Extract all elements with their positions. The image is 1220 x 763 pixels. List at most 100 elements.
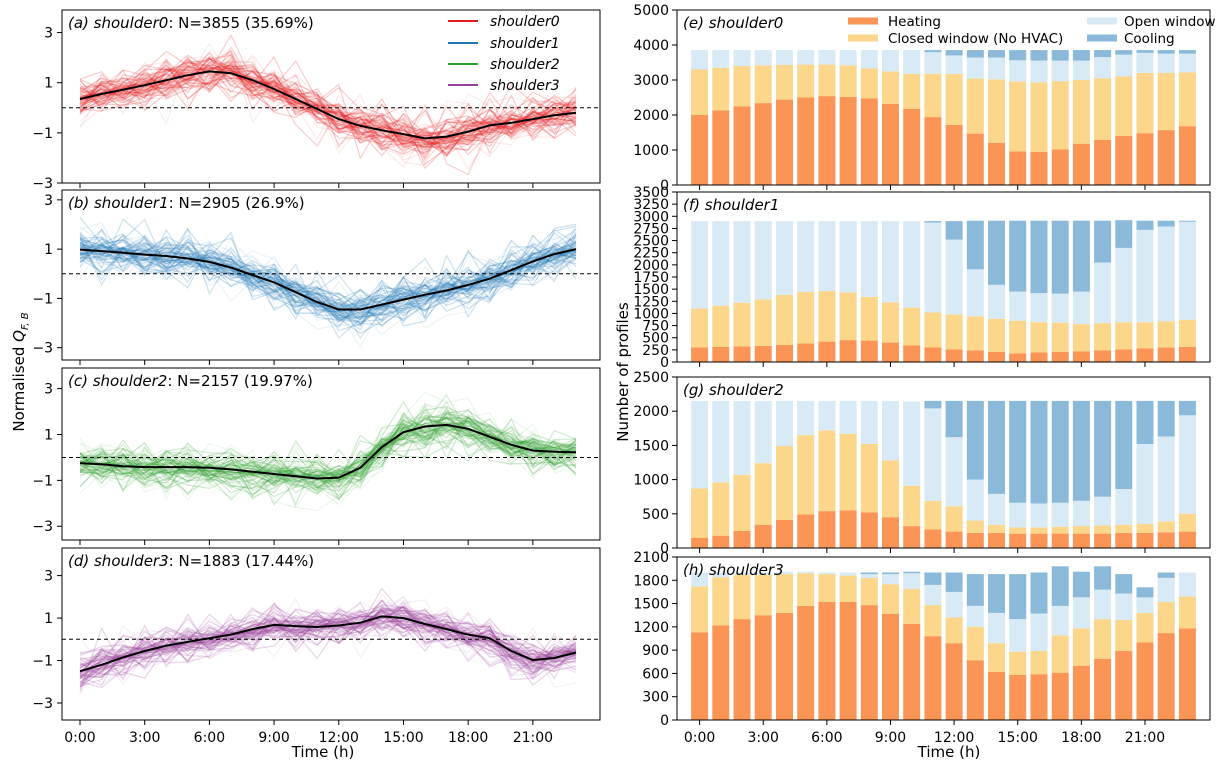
profile-trace (79, 237, 577, 319)
bar-segment-heating (1051, 533, 1069, 548)
bar-segment-closed-window-no-hvac (733, 302, 751, 347)
bar-segment-closed-window-no-hvac (691, 586, 709, 633)
line-panel-b: −3 −1 1 3 (b) shoulder1: N=2905 (26.9%) (32, 189, 601, 365)
profile-trace (79, 609, 577, 686)
bar-segment-open-window (1136, 229, 1154, 323)
bar-segment-open-window (691, 50, 709, 70)
bar-segment-closed-window-no-hvac (1051, 526, 1069, 534)
bar-segment-closed-window-no-hvac (1136, 524, 1154, 533)
profile-trace (79, 409, 577, 509)
bar-segment-closed-window-no-hvac (818, 291, 836, 342)
panel-frame (61, 367, 601, 541)
profile-trace (79, 74, 577, 161)
bar-segment-closed-window-no-hvac (1178, 72, 1196, 127)
bar-segment-open-window (776, 400, 793, 446)
bar-segment-open-window (945, 437, 963, 507)
profile-trace (79, 65, 577, 143)
bar-segment-heating (1115, 349, 1133, 362)
bar-segment-cooling (924, 221, 942, 223)
bar-segment-heating (818, 341, 836, 362)
bar-segment-closed-window-no-hvac (988, 318, 1005, 352)
bar-segment-heating (712, 110, 730, 185)
bar-segment-heating (860, 340, 878, 362)
bar-segment-heating (754, 615, 772, 720)
profile-trace (79, 223, 577, 327)
bar-segment-heating (1030, 674, 1048, 720)
profile-trace (79, 609, 577, 671)
right-y-axis-label: Number of profiles (614, 302, 632, 442)
bar-segment-open-window (1072, 291, 1090, 325)
profile-trace (79, 236, 577, 315)
bar-segment-heating (882, 517, 899, 548)
bar-segment-cooling (924, 400, 942, 409)
bar-segment-open-window (818, 400, 836, 431)
x-tick-label: 21:00 (513, 730, 553, 746)
bar-segment-open-window (776, 50, 793, 65)
profile-trace (79, 67, 577, 146)
bar-segment-open-window (966, 479, 984, 521)
profile-trace (79, 70, 577, 148)
bar-segment-heating (754, 103, 772, 185)
profile-trace (79, 611, 577, 672)
bar-segment-cooling (1072, 220, 1090, 292)
profile-trace (79, 606, 577, 692)
y-tick-label: 0 (660, 178, 669, 194)
bar-segment-open-window (818, 50, 836, 65)
profile-trace (79, 416, 577, 498)
bar-segment-closed-window-no-hvac (1030, 82, 1048, 152)
profile-trace (79, 71, 577, 145)
bar-segment-closed-window-no-hvac (1136, 73, 1154, 134)
bar-segment-closed-window-no-hvac (776, 446, 793, 520)
panel-title-label: (b) shoulder1 (68, 194, 169, 212)
bar-segment-open-window (1157, 226, 1175, 322)
y-tick-label: 3 (44, 193, 53, 209)
profile-trace (79, 422, 577, 489)
profile-trace (79, 68, 577, 145)
bar-segment-heating (776, 520, 793, 548)
profile-trace (79, 613, 577, 675)
y-tick-label: 1500 (633, 597, 669, 613)
bar-segment-open-window (839, 572, 857, 576)
profile-trace (79, 608, 577, 679)
profile-trace (79, 391, 577, 506)
bar-segment-open-window (882, 221, 899, 303)
bar-segment-open-window (839, 50, 857, 66)
bar-segment-closed-window-no-hvac (839, 65, 857, 97)
panel-title-a: (a) shoulder0: N=3855 (35.69%) (68, 14, 314, 32)
bar-segment-open-window (988, 494, 1005, 525)
bar-segment-closed-window-no-hvac (882, 302, 899, 343)
profile-trace (79, 64, 577, 151)
profile-trace (79, 60, 577, 159)
y-tick-label: 5000 (633, 3, 669, 19)
profile-trace (79, 239, 577, 321)
bar-segment-open-window (924, 222, 942, 313)
bar-segment-open-window (1178, 53, 1196, 73)
bar-segment-open-window (1030, 293, 1048, 323)
y-tick-label: 2000 (633, 404, 669, 420)
y-tick-label: 2000 (633, 108, 669, 124)
y-tick-label: 3250 (633, 197, 669, 213)
bar-segment-cooling (945, 572, 963, 592)
bar-segment-open-window (1009, 619, 1027, 652)
bar-segment-closed-window-no-hvac (860, 444, 878, 513)
y-tick-label: 4000 (633, 38, 669, 54)
bar-segment-open-window (1030, 503, 1048, 528)
legend-label-shoulder0: shoulder0 (490, 14, 560, 30)
profile-bundle-b (79, 217, 577, 349)
bar-segment-open-window (1051, 60, 1069, 82)
bar-segment-closed-window-no-hvac (797, 64, 815, 98)
bar-segment-heating (988, 533, 1005, 548)
profile-trace (79, 46, 577, 170)
bar-segment-open-window (1051, 293, 1069, 323)
x-tick-label: 3:00 (748, 730, 779, 746)
profile-trace (79, 612, 577, 677)
bar-segment-heating (691, 347, 709, 362)
bar-segment-open-window (966, 57, 984, 79)
profile-trace (79, 606, 577, 679)
profile-trace (79, 243, 577, 332)
profile-trace (79, 400, 577, 494)
profile-trace (79, 615, 577, 674)
profile-trace (79, 50, 577, 161)
profile-trace (79, 62, 577, 146)
bar-segment-heating (818, 602, 836, 720)
